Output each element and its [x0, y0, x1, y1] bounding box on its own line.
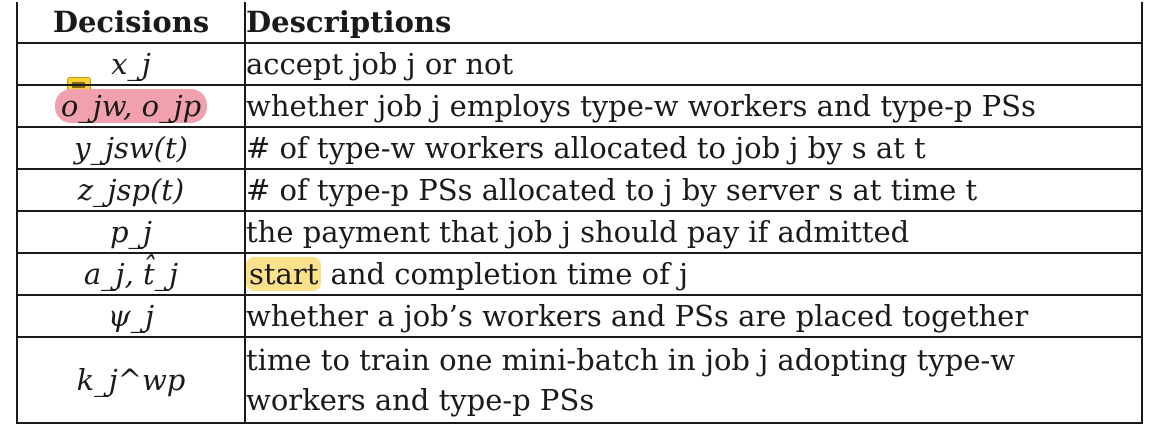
- table-row: x_j accept job j or not: [16, 43, 1143, 86]
- symbol-cell: z_jsp(t): [16, 169, 246, 212]
- table-row: o_jw, o_jp whether job j employs type-w …: [16, 85, 1143, 128]
- description-cell: start and completion time of j: [244, 253, 1143, 296]
- symbol-cell: a_j, t̂_j: [16, 253, 246, 296]
- symbol-cell: o_jw, o_jp: [16, 85, 246, 128]
- header-descriptions: Descriptions: [244, 2, 1143, 44]
- description-cell: # of type-p PSs allocated to j by server…: [244, 169, 1143, 212]
- table-row: ψ_j whether a job’s workers and PSs are …: [16, 295, 1143, 338]
- red-highlight[interactable]: o_jw, o_jp: [54, 89, 208, 123]
- yellow-highlight[interactable]: start: [246, 257, 322, 291]
- table-row: k_j^wp time to train one mini-batch in j…: [16, 337, 1143, 424]
- symbol-cell: ψ_j: [16, 295, 246, 338]
- decisions-table: Decisions Descriptions x_j accept job j …: [16, 2, 1143, 424]
- table-row: y_jsw(t) # of type-w workers allocated t…: [16, 127, 1143, 170]
- description-cell: whether job j employs type-w workers and…: [244, 85, 1143, 128]
- symbol-cell: x_j: [16, 43, 246, 86]
- table-row: p_j the payment that job j should pay if…: [16, 211, 1143, 254]
- symbol-cell: y_jsw(t): [16, 127, 246, 170]
- table-row: z_jsp(t) # of type-p PSs allocated to j …: [16, 169, 1143, 212]
- highlighted-description: start and completion time of j: [246, 257, 688, 291]
- symbol-cell: p_j: [16, 211, 246, 254]
- description-cell: whether a job’s workers and PSs are plac…: [244, 295, 1143, 338]
- description-cell: accept job j or not: [244, 43, 1143, 86]
- header-decisions: Decisions: [16, 2, 246, 44]
- table-header-row: Decisions Descriptions: [16, 2, 1143, 44]
- symbol-cell: k_j^wp: [16, 337, 246, 424]
- table-row: a_j, t̂_j start and completion time of j: [16, 253, 1143, 296]
- description-cell: the payment that job j should pay if adm…: [244, 211, 1143, 254]
- description-cell: # of type-w workers allocated to job j b…: [244, 127, 1143, 170]
- description-cell: time to train one mini-batch in job j ad…: [244, 337, 1143, 424]
